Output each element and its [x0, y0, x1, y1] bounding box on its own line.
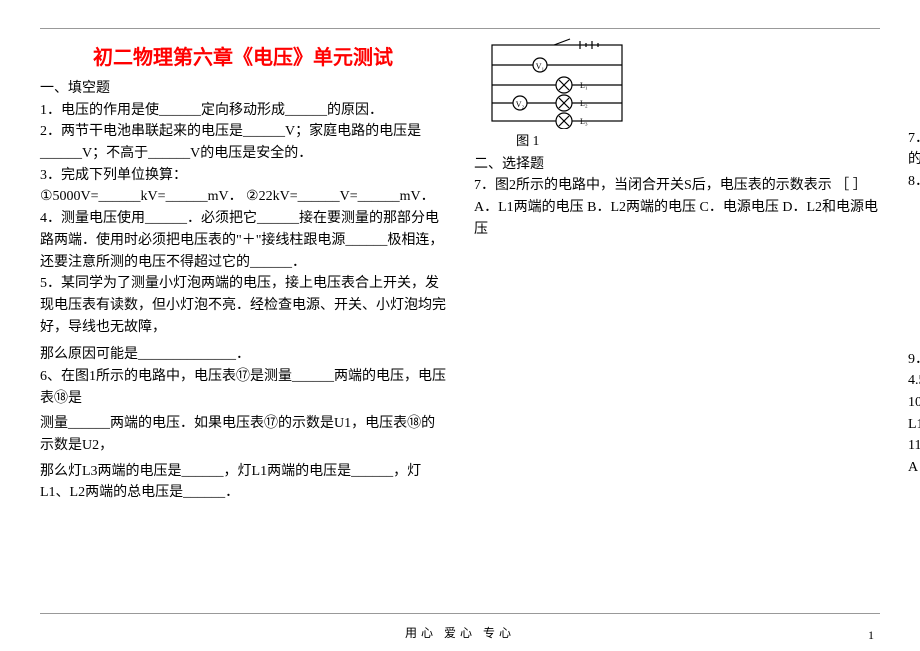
question-9: 9．图4中电源电压保持不变，当S1，S2都闭合时，电压表示数为4.5V；当 — [908, 349, 920, 392]
section-2-heading: 二、选择题 — [474, 154, 880, 176]
page-title: 初二物理第六章《电压》单元测试 — [40, 41, 446, 70]
question-10line: 10£º S1闭合S2断开时，电压表示数为3V；那么S1，S2都断开时，L1和 — [908, 392, 920, 435]
question-5: 5．某同学为了测量小灯泡两端的电压，接上电压表合上开关，发现电压表有读数，但小灯… — [40, 273, 446, 338]
question-6a: 6、在图1所示的电路中，电压表⑰是测量______两端的电压，电压表⑱是 — [40, 366, 446, 409]
question-2: 2．两节干电池串联起来的电压是______V；家庭电路的电压是______V；不… — [40, 121, 446, 164]
figure-1-caption: 图 1 — [516, 131, 880, 152]
svg-text:L₁: L₁ — [580, 81, 588, 90]
question-5b: 那么原因可能是______________． — [40, 344, 446, 366]
page-number: 1 — [868, 628, 874, 643]
svg-text:L₃: L₃ — [580, 117, 588, 126]
question-7: 7．图2所示的电路中，当闭合开关S后，电压表的示数表示 ［ ］ — [474, 175, 880, 197]
svg-text:L₂: L₂ — [580, 99, 588, 108]
question-7-right: 7．用电压表测灯L1两端的电压，如图3所示四个电路图中，正确的是 — [908, 128, 920, 171]
question-8: 8． ［ ］ — [908, 171, 920, 193]
question-1: 1．电压的作用是使______定向移动形成______的原因． — [40, 100, 446, 122]
question-3: 3．完成下列单位换算： — [40, 165, 446, 187]
question-7-options: A．L1两端的电压 B．L2两端的电压 C．电源电压 D．L2和电源电压 — [474, 197, 880, 240]
question-6c: 那么灯L3两端的电压是______，灯L1两端的电压是______，灯L1、L2… — [40, 461, 446, 504]
question-4: 4．测量电压使用______．必须把它______接在要测量的那部分电路两端．使… — [40, 208, 446, 273]
section-1-heading: 一、填空题 — [40, 78, 446, 100]
question-9-options: A．3V和4.5V B．1.5V和4.5V C．3V和1.5V D．1.5V和3… — [908, 457, 920, 479]
question-11line: 11£º L2两端的电压分别为 ［ ］ — [908, 435, 920, 457]
svg-text:V₁: V₁ — [536, 62, 545, 71]
figure-1: V₁ V₂ L₁ L₂ L₃ — [484, 37, 880, 129]
footer-text: 用心 爱心 专心 — [0, 624, 920, 641]
question-6b: 测量______两端的电压．如果电压表⑰的示数是U1，电压表⑱的示数是U2， — [40, 413, 446, 456]
svg-text:V₂: V₂ — [516, 100, 525, 109]
question-3-sub: ①5000V=______kV=______mV． ②22kV=______V=… — [40, 186, 446, 208]
